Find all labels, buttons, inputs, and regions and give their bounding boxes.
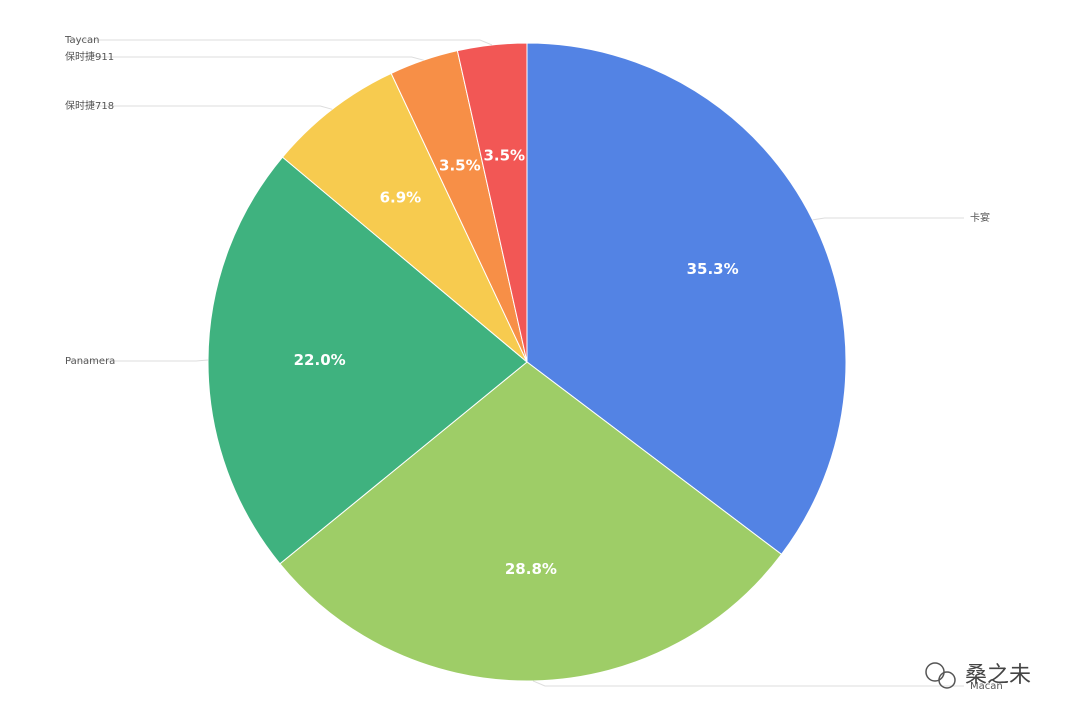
watermark: 桑之未 <box>925 662 1031 689</box>
pie-slice <box>207 156 528 565</box>
leader-line <box>812 217 964 221</box>
slice-value-label: 3.5% <box>439 156 481 174</box>
slice-value-label: 22.0% <box>294 351 346 369</box>
slice-value-label: 35.3% <box>687 260 739 278</box>
slice-label: 保时捷911 <box>65 50 114 63</box>
leader-line <box>68 359 209 362</box>
leader-line <box>68 105 333 110</box>
slice-label: 卡宴 <box>970 211 990 224</box>
leader-line <box>68 56 424 61</box>
slice-label: Panamera <box>65 356 115 367</box>
leader-line <box>532 680 964 687</box>
pie-slice <box>456 42 528 363</box>
watermark-text: 桑之未 <box>965 663 1031 688</box>
slice-value-label: 6.9% <box>380 188 422 206</box>
slice-label: Macan <box>970 681 1003 692</box>
slice-value-label: 28.8% <box>505 560 557 578</box>
slice-value-label: 3.5% <box>483 146 525 164</box>
watermark-icon <box>925 662 945 682</box>
slice-label: Taycan <box>64 35 99 46</box>
slice-label: 保时捷718 <box>65 99 114 112</box>
pie: 35.3% 卡宴 28.8% Macan 22.0% Panamera 6.9% 保时捷718… <box>64 35 1003 692</box>
watermark-icon <box>938 671 956 689</box>
leader-line <box>68 39 493 46</box>
pie-slice <box>279 361 783 682</box>
